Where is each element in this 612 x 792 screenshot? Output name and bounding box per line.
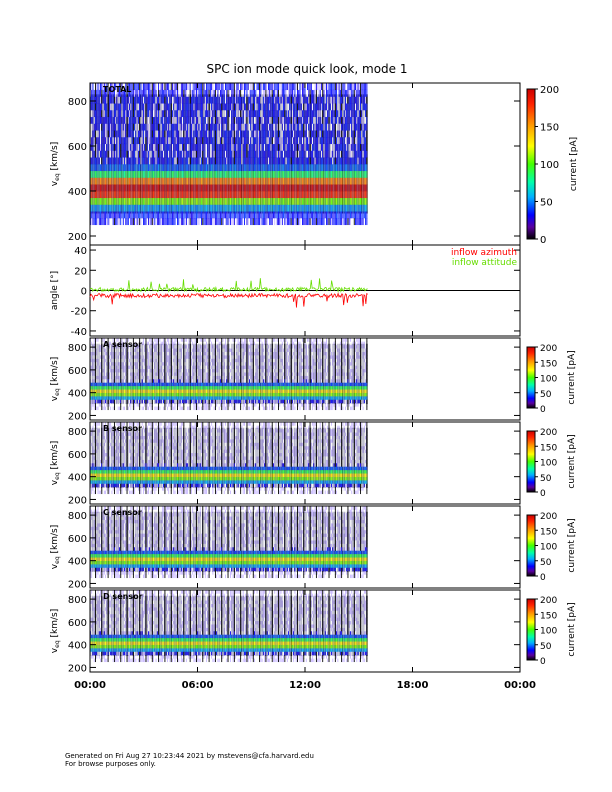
x-tick-label: 06:00 <box>182 680 214 690</box>
colorbar <box>527 599 535 660</box>
y-tick-label: 200 <box>68 663 87 674</box>
x-tick-label: 00:00 <box>74 680 106 690</box>
panel-label: C sensor <box>103 508 142 517</box>
y-axis-label: angle [°] <box>50 271 60 310</box>
colorbar-tick-label: 100 <box>540 375 557 385</box>
y-tick-label: 400 <box>68 641 87 652</box>
colorbar-tick-label: 50 <box>540 198 553 209</box>
panel-c-sensor: C sensor 200 400 600 800 veq [km/s] 0 50 100 150 2… <box>50 506 577 590</box>
y-axis-label: veq [km/s] <box>50 609 61 653</box>
y-tick-label: 0 <box>81 287 87 298</box>
colorbar-label: current [pA] <box>567 602 577 656</box>
colorbar-tick-label: 50 <box>540 558 552 568</box>
y-axis-label: veq [km/s] <box>50 357 61 401</box>
panel-b-sensor: B sensor 200 400 600 800 veq [km/s] 0 50 100 150 2… <box>50 422 577 506</box>
colorbar-label: current [pA] <box>569 137 579 191</box>
y-tick-label: 600 <box>68 142 87 153</box>
y-tick-label: 600 <box>68 366 87 377</box>
x-tick-label: 18:00 <box>397 680 429 690</box>
x-tick-label: 00:00 <box>504 680 536 690</box>
colorbar-tick-label: 100 <box>540 627 557 637</box>
colorbar-tick-label: 150 <box>540 359 557 369</box>
y-tick-label: 200 <box>68 579 87 590</box>
colorbar-tick-label: 100 <box>540 160 559 171</box>
colorbar-label: current [pA] <box>567 518 577 572</box>
y-tick-label: 20 <box>74 266 87 277</box>
panel-a-sensor: A sensor 200 400 600 800 veq [km/s] 0 50 100 150 2… <box>50 338 577 422</box>
footer-generated: Generated on Fri Aug 27 10:23:44 2021 by… <box>65 752 314 760</box>
colorbar-tick-label: 200 <box>540 428 557 438</box>
series-line-inflow-attitude <box>90 278 368 291</box>
panel-label: A sensor <box>103 340 142 349</box>
colorbar-label: current [pA] <box>567 350 577 404</box>
y-tick-label: 400 <box>68 187 87 198</box>
colorbar <box>527 347 535 408</box>
colorbar-tick-label: 200 <box>540 344 557 354</box>
x-tick-label: 12:00 <box>289 680 321 690</box>
y-tick-label: 800 <box>68 427 87 438</box>
colorbar-tick-label: 0 <box>540 489 546 499</box>
y-tick-label: 800 <box>68 343 87 354</box>
panel-angle: -40 -20 0 20 40 angle [°] inflow azimuthinflow… <box>50 245 520 338</box>
footer-browse: For browse purposes only. <box>65 760 314 768</box>
quicklook-figure: SPC ion mode quick look, mode 1 TOTAL200… <box>0 0 612 690</box>
y-axis-label: veq [km/s] <box>50 441 61 485</box>
colorbar <box>527 89 535 239</box>
y-tick-label: 400 <box>68 557 87 568</box>
colorbar <box>527 515 535 576</box>
y-tick-label: -40 <box>71 327 87 338</box>
legend-inflow-azimuth: inflow azimuth <box>451 248 517 258</box>
y-tick-label: 200 <box>68 232 87 243</box>
y-tick-label: 400 <box>68 473 87 484</box>
colorbar-tick-label: 50 <box>540 390 552 400</box>
y-tick-label: 200 <box>68 411 87 422</box>
y-tick-label: 800 <box>68 97 87 108</box>
colorbar-tick-label: 150 <box>540 527 557 537</box>
colorbar-tick-label: 150 <box>540 611 557 621</box>
colorbar-tick-label: 0 <box>540 573 546 583</box>
colorbar-tick-label: 200 <box>540 596 557 606</box>
y-tick-label: 800 <box>68 595 87 606</box>
colorbar-tick-label: 50 <box>540 642 552 652</box>
legend-inflow-attitude: inflow attitude <box>452 258 518 268</box>
chart-title: SPC ion mode quick look, mode 1 <box>207 62 408 76</box>
colorbar-label: current [pA] <box>567 434 577 488</box>
colorbar-tick-label: 100 <box>540 543 557 553</box>
y-tick-label: 400 <box>68 389 87 400</box>
y-axis-label: veq [km/s] <box>50 142 61 186</box>
panel-label: D sensor <box>103 592 143 601</box>
y-tick-label: 600 <box>68 534 87 545</box>
y-tick-label: 800 <box>68 511 87 522</box>
y-tick-label: 600 <box>68 618 87 629</box>
y-tick-label: 200 <box>68 495 87 506</box>
colorbar-tick-label: 150 <box>540 443 557 453</box>
panel-label: TOTAL <box>103 85 131 94</box>
y-tick-label: 600 <box>68 450 87 461</box>
panel-d-sensor: D sensor 200 400 600 800 veq [km/s] 0 50 100 150 2… <box>50 590 577 674</box>
y-axis-label: veq [km/s] <box>50 525 61 569</box>
colorbar-tick-label: 100 <box>540 459 557 469</box>
colorbar-tick-label: 0 <box>540 405 546 415</box>
colorbar-tick-label: 150 <box>540 123 559 134</box>
panel-label: B sensor <box>103 424 142 433</box>
panel-total: TOTAL 200 400 600 800 veq [km/s] 0 50 100 150 200 c… <box>50 83 579 246</box>
colorbar <box>527 431 535 492</box>
colorbar-tick-label: 50 <box>540 474 552 484</box>
colorbar-tick-label: 0 <box>540 657 546 667</box>
colorbar-tick-label: 0 <box>540 235 546 246</box>
y-tick-label: 40 <box>74 246 87 257</box>
colorbar-tick-label: 200 <box>540 512 557 522</box>
y-tick-label: -20 <box>71 307 87 318</box>
colorbar-tick-label: 200 <box>540 85 559 96</box>
series-line-inflow-azimuth <box>90 294 368 308</box>
